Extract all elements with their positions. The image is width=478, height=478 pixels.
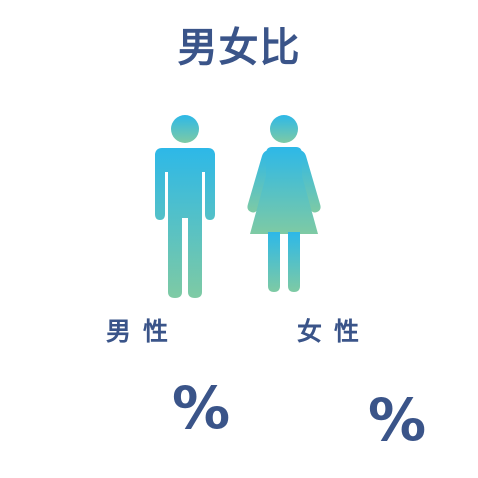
- page-title: 男女比: [177, 25, 301, 71]
- male-label: 男性: [106, 317, 181, 346]
- female-person-icon: [244, 114, 328, 294]
- female-label: 女性: [297, 317, 372, 346]
- female-percent: %: [368, 386, 427, 454]
- male-person-icon: [148, 114, 222, 300]
- male-percent: %: [172, 374, 231, 442]
